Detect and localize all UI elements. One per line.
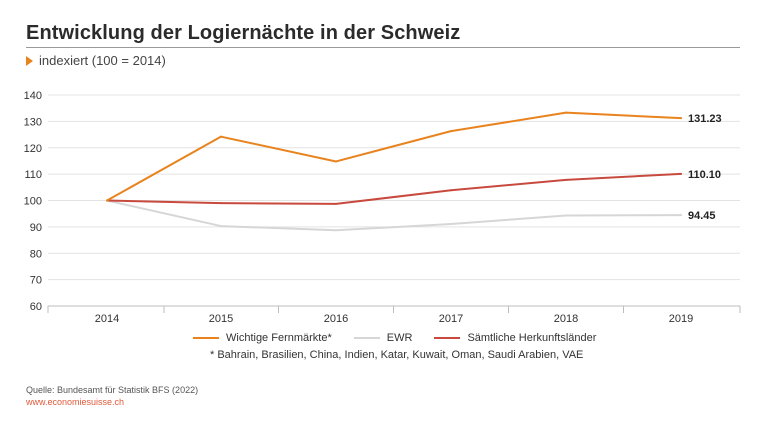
- legend-label: EWR: [386, 332, 413, 344]
- data-point: [565, 111, 567, 114]
- legend-swatch: [434, 337, 461, 339]
- x-tick-label: 2016: [324, 313, 348, 325]
- data-point: [220, 135, 222, 138]
- series-line-0: [106, 111, 682, 202]
- website-link[interactable]: www.economiesuisse.ch: [26, 397, 125, 407]
- arrow-right-icon: [26, 55, 33, 66]
- end-labels: 131.23 94.45 110.10: [688, 113, 722, 222]
- x-tick-label: 2019: [669, 313, 693, 325]
- y-tick-label: 130: [24, 116, 42, 128]
- y-tick-label: 70: [30, 275, 42, 287]
- data-point: [680, 117, 682, 120]
- data-point: [106, 199, 108, 202]
- y-tick-label: 60: [30, 301, 42, 313]
- data-point: [565, 178, 567, 181]
- chart-title: Entwicklung der Logiernächte in der Schw…: [26, 22, 461, 44]
- data-point: [565, 214, 567, 217]
- data-point: [220, 225, 222, 228]
- end-value-label: 110.10: [688, 169, 721, 181]
- legend-label: Wichtige Fernmärkte*: [226, 332, 332, 344]
- end-value-label: 94.45: [688, 210, 716, 222]
- title-divider: [26, 47, 740, 48]
- y-tick-label: 90: [30, 222, 42, 234]
- subtitle-text: indexiert (100 = 2014): [39, 53, 166, 68]
- y-tick-label: 110: [24, 169, 42, 181]
- data-point: [335, 229, 337, 232]
- footnote: * Bahrain, Brasilien, China, Indien, Kat…: [210, 349, 584, 361]
- y-tick-label: 140: [24, 90, 42, 102]
- legend-swatch: [353, 337, 380, 339]
- chart-grid: [48, 94, 740, 307]
- data-point: [335, 160, 337, 163]
- source-note: Quelle: Bundesamt für Statistik BFS (202…: [26, 385, 199, 395]
- chart-series: [106, 111, 682, 232]
- data-point: [335, 202, 337, 205]
- x-axis: 2014 2015 2016 2017 2018 2019: [47, 306, 741, 325]
- y-tick-label: 80: [30, 248, 42, 260]
- legend-label: Sämtliche Herkunftsländer: [467, 332, 597, 344]
- data-point: [220, 202, 222, 205]
- chart-legend: Wichtige Fernmärkte* EWR Sämtliche Herkunf…: [193, 332, 596, 344]
- series-line-2: [106, 172, 682, 205]
- x-tick-label: 2018: [554, 313, 578, 325]
- data-point: [450, 189, 452, 192]
- end-value-label: 131.23: [688, 113, 722, 125]
- legend-item: EWR: [353, 332, 413, 344]
- data-point: [450, 130, 452, 133]
- data-point: [680, 214, 682, 217]
- legend-item: Sämtliche Herkunftsländer: [434, 332, 596, 344]
- chart-subtitle: indexiert (100 = 2014): [26, 53, 166, 68]
- y-tick-label: 100: [24, 196, 42, 208]
- legend-swatch: [193, 337, 219, 339]
- x-tick-label: 2015: [209, 313, 233, 325]
- data-point: [680, 172, 682, 175]
- data-point: [450, 222, 452, 225]
- x-tick-label: 2017: [439, 313, 463, 325]
- y-tick-label: 120: [24, 143, 42, 155]
- legend-item: Wichtige Fernmärkte*: [193, 332, 332, 344]
- x-tick-label: 2014: [95, 313, 119, 325]
- series-line-1: [106, 199, 682, 232]
- y-axis: 60 70 80 90 100 110 120 130 140: [24, 90, 42, 313]
